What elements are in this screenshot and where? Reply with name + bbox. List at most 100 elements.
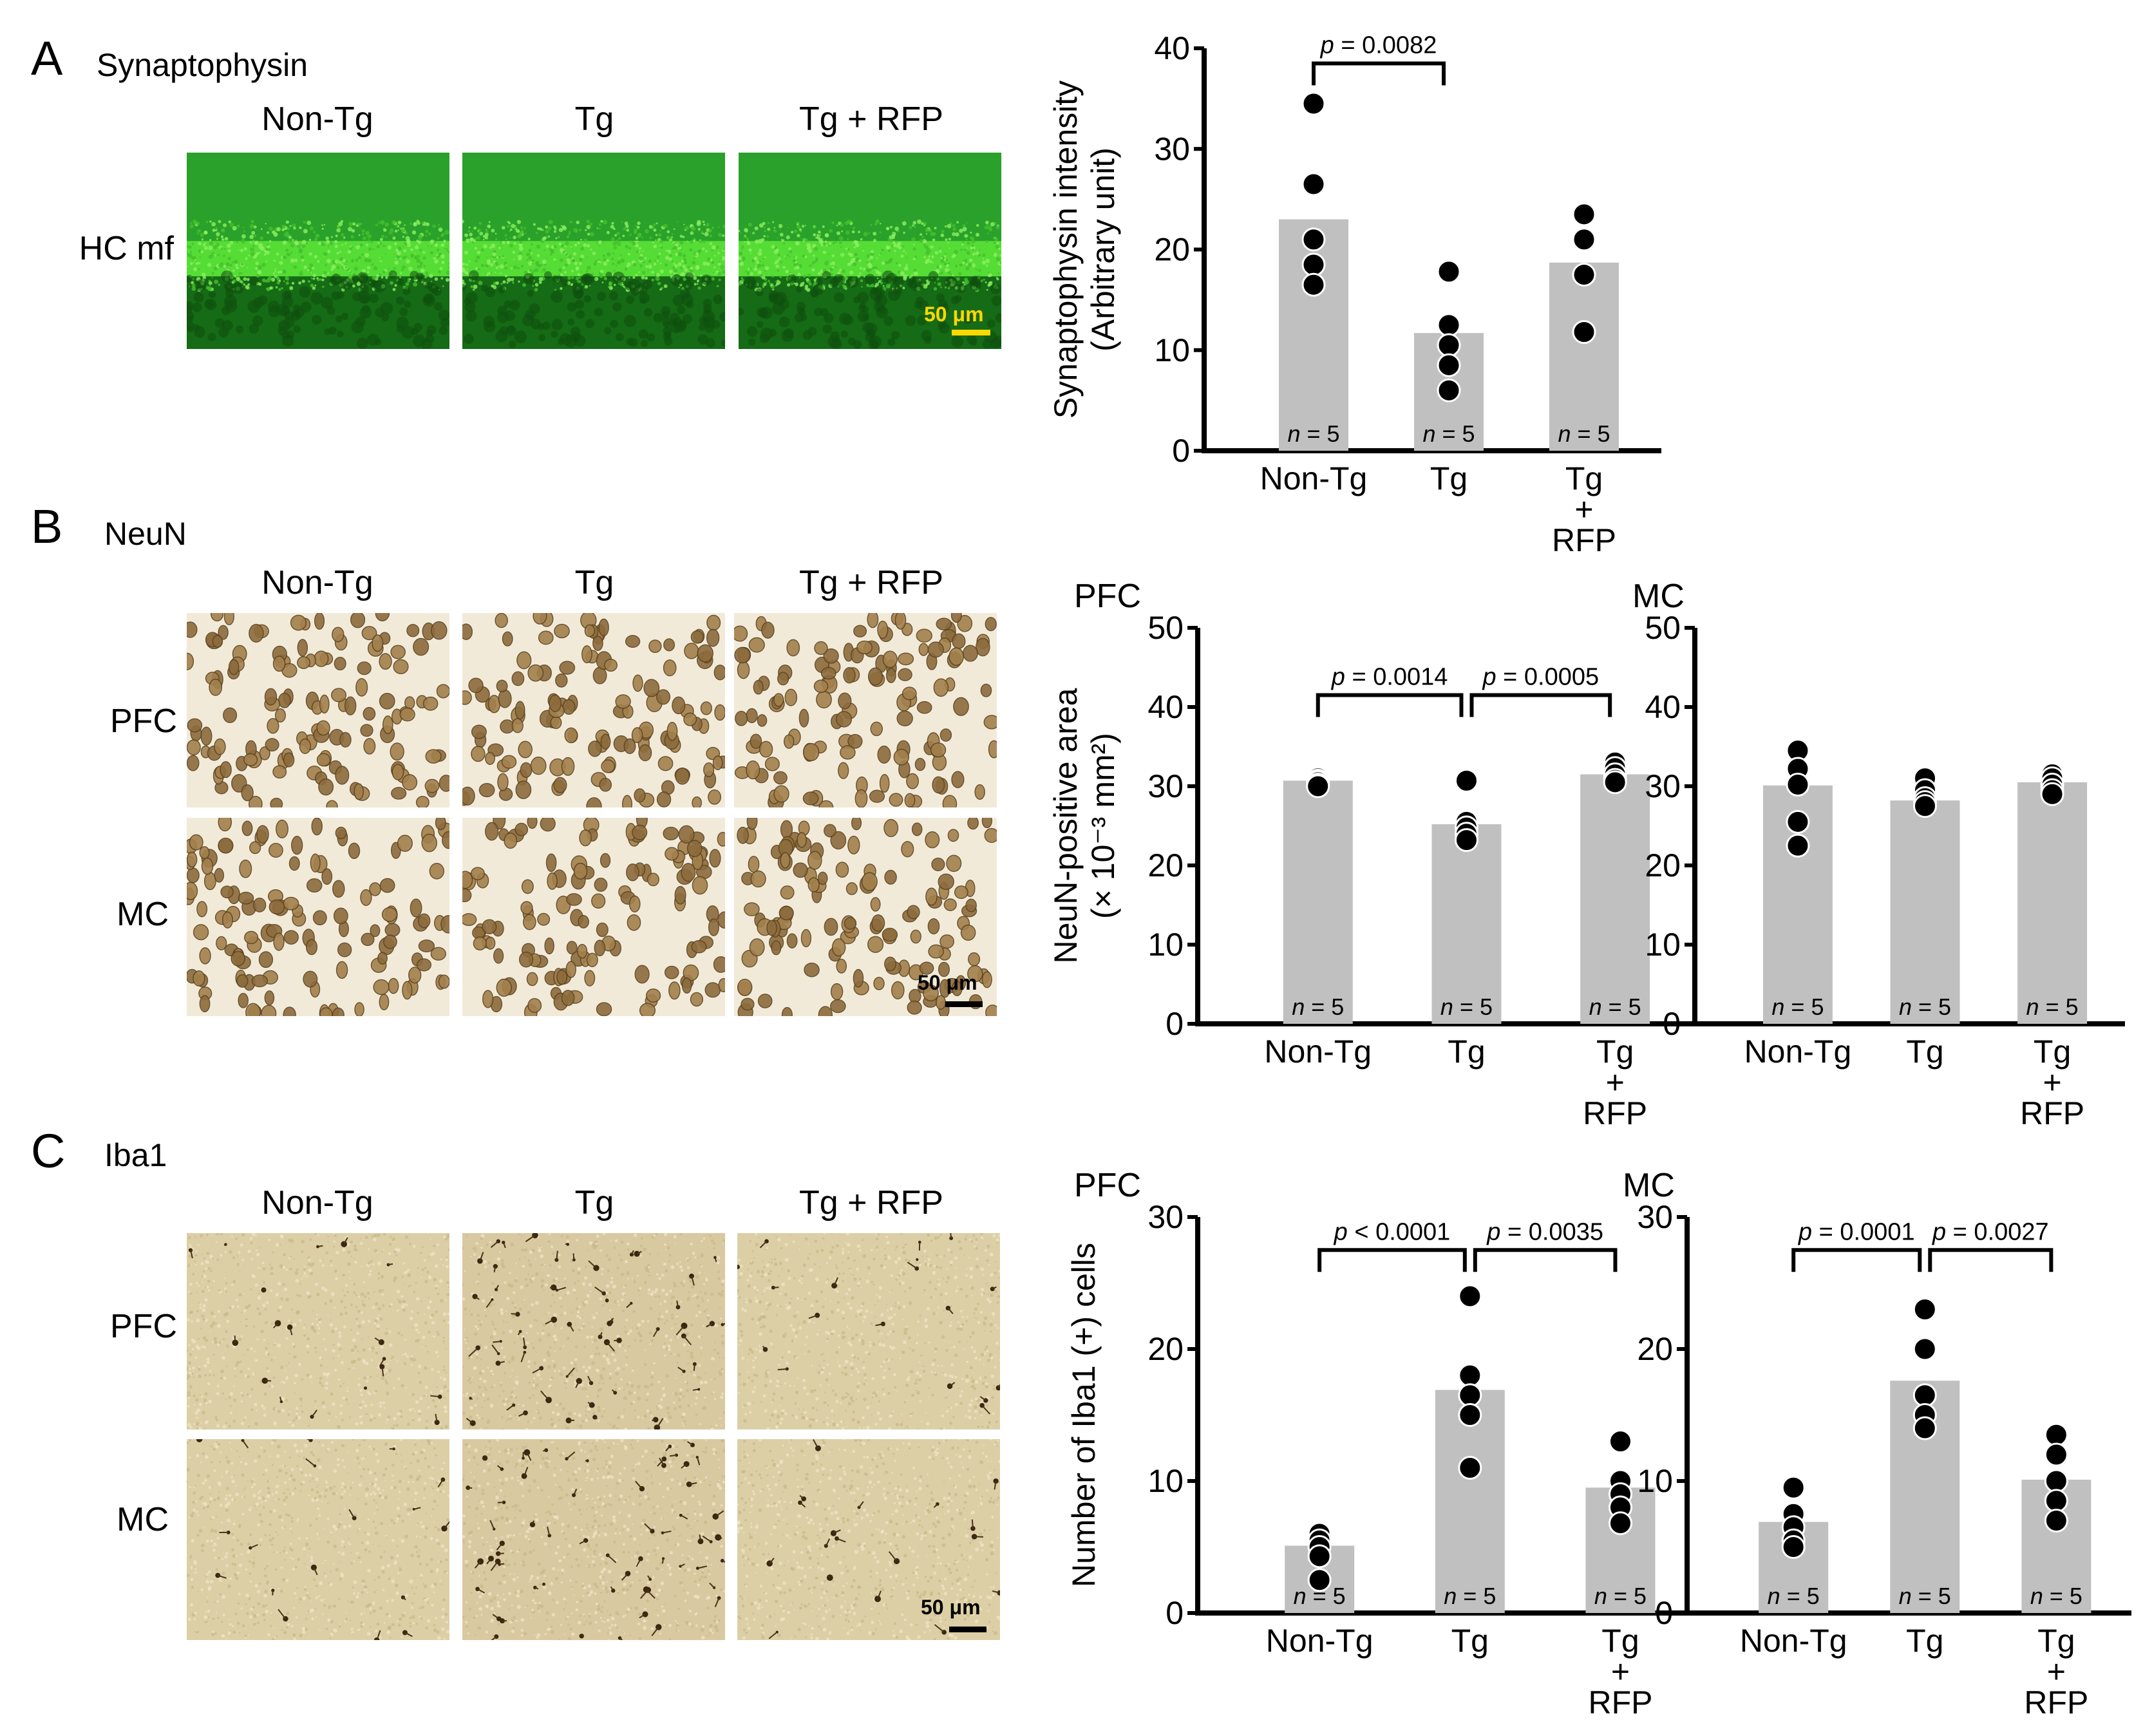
panel-b-row-label: PFC xyxy=(110,703,177,740)
data-point xyxy=(1572,320,1596,344)
scalebar-label: 50 μm xyxy=(921,1596,981,1619)
panel-c-letter: C xyxy=(31,1124,66,1178)
micrograph-iba1-pfc-nontg xyxy=(187,1233,449,1429)
x-tick-label: + xyxy=(1606,1064,1625,1100)
data-point xyxy=(2044,1509,2068,1533)
y-tick-label: 40 xyxy=(1645,689,1681,725)
x-tick-label: Non-Tg xyxy=(1260,460,1368,496)
data-point xyxy=(1301,91,1326,116)
data-point xyxy=(1301,272,1326,297)
p-value-label: p = 0.0014 xyxy=(1331,664,1448,691)
micrograph-synaptophysin-nontg xyxy=(187,153,449,349)
data-point xyxy=(1781,1535,1806,1559)
micrograph-iba1-mc-nontg xyxy=(187,1439,449,1640)
bar xyxy=(1890,800,1960,1024)
data-point xyxy=(2040,782,2064,806)
n-label: n = 5 xyxy=(1422,420,1475,447)
n-label: n = 5 xyxy=(1287,420,1339,447)
significance-bracket xyxy=(1928,1248,2053,1272)
n-label: n = 5 xyxy=(1899,1583,1951,1609)
y-tick-label: 40 xyxy=(1154,30,1190,66)
p-value-label: p = 0.0001 xyxy=(1798,1218,1915,1245)
x-tick-label: Non-Tg xyxy=(1266,1623,1374,1659)
panel-a-title: Synaptophysin xyxy=(97,47,308,83)
significance-bracket xyxy=(1317,1248,1467,1272)
y-axis-label: (× 10⁻³ mm²) xyxy=(1085,733,1121,919)
y-tick-label: 0 xyxy=(1166,1006,1184,1042)
y-axis-label: Number of Iba1 (+) cells xyxy=(1066,1243,1102,1587)
x-tick-label: RFP xyxy=(2020,1095,2084,1131)
y-tick-label: 20 xyxy=(1147,847,1184,883)
y-tick-label: 20 xyxy=(1147,1331,1184,1367)
x-tick-label: + xyxy=(2047,1654,2066,1690)
y-tick-label: 10 xyxy=(1154,332,1190,368)
panel-b-col-label: Tg xyxy=(574,564,614,601)
x-tick-label: Tg xyxy=(1596,1033,1634,1070)
micrograph-iba1-pfc-tgrfp xyxy=(737,1233,1000,1429)
data-point xyxy=(1786,809,1810,834)
n-label: n = 5 xyxy=(1899,994,1951,1020)
y-tick-label: 0 xyxy=(1655,1595,1673,1631)
data-point xyxy=(1301,172,1326,196)
x-tick-label: Non-Tg xyxy=(1744,1033,1852,1070)
scalebar xyxy=(949,1627,987,1632)
y-tick-label: 30 xyxy=(1154,131,1190,167)
data-point xyxy=(1912,1416,1937,1440)
data-point xyxy=(1458,1456,1482,1480)
y-axis-label: NeuN-positive area xyxy=(1048,688,1084,963)
p-value-label: p = 0.0082 xyxy=(1320,32,1437,59)
x-tick-label: Non-Tg xyxy=(1740,1623,1847,1659)
scalebar xyxy=(952,330,990,335)
x-tick-label: Tg xyxy=(1906,1623,1943,1659)
y-tick-label: 10 xyxy=(1147,1463,1184,1499)
p-value-label: p = 0.0035 xyxy=(1486,1218,1603,1245)
panel-b-title: NeuN xyxy=(104,516,187,552)
micrograph-neun-pfc-tg xyxy=(462,613,725,807)
bar xyxy=(1580,774,1650,1024)
panel-c-row-label: PFC xyxy=(110,1308,177,1345)
x-tick-label: + xyxy=(2043,1064,2061,1100)
data-point xyxy=(1912,1297,1937,1321)
p-value-label: p = 0.0005 xyxy=(1482,664,1599,691)
micrograph-texture xyxy=(187,153,449,349)
micrograph-texture xyxy=(734,613,997,807)
y-tick-label: 10 xyxy=(1637,1463,1673,1499)
p-value-label: p < 0.0001 xyxy=(1334,1218,1451,1245)
micrograph-texture xyxy=(187,1233,449,1429)
scalebar xyxy=(945,1001,983,1007)
panel-c-col-label: Tg + RFP xyxy=(799,1184,943,1222)
data-point xyxy=(1603,770,1627,795)
data-point xyxy=(1437,259,1461,284)
y-tick-label: 50 xyxy=(1645,610,1681,646)
data-point xyxy=(2044,1442,2068,1467)
y-axis-label: (Arbitrary unit) xyxy=(1085,147,1121,352)
panel-c-row-label: MC xyxy=(117,1501,169,1538)
y-tick-label: 50 xyxy=(1147,610,1184,646)
x-tick-label: Tg xyxy=(2034,1033,2071,1070)
data-point xyxy=(2044,1489,2068,1513)
micrograph-texture xyxy=(462,818,725,1016)
x-tick-label: RFP xyxy=(2024,1684,2088,1721)
y-tick-label: 20 xyxy=(1645,847,1681,883)
data-point xyxy=(1608,1429,1632,1453)
data-point xyxy=(1458,1284,1482,1308)
panel-a-col-label: Tg xyxy=(574,100,614,138)
significance-bracket xyxy=(1473,1248,1618,1272)
micrograph-texture xyxy=(462,1439,725,1640)
data-point xyxy=(1437,378,1461,402)
x-tick-label: Tg xyxy=(2037,1623,2075,1659)
y-tick-label: 20 xyxy=(1154,232,1190,268)
panel-b-col-label: Tg + RFP xyxy=(799,564,943,601)
panel-b-row-label: MC xyxy=(117,896,169,933)
chart-title: PFC xyxy=(1074,578,1141,615)
n-label: n = 5 xyxy=(1594,1583,1647,1609)
micrograph-texture xyxy=(187,1439,449,1640)
data-point xyxy=(1572,202,1596,227)
micrograph-texture xyxy=(734,818,997,1016)
n-label: n = 5 xyxy=(1294,1583,1346,1609)
significance-bracket xyxy=(1316,693,1464,717)
micrograph-texture xyxy=(462,613,725,807)
x-tick-label: Non-Tg xyxy=(1264,1033,1372,1070)
chart-title: PFC xyxy=(1074,1167,1141,1204)
micrograph-neun-pfc-nontg xyxy=(187,613,449,807)
